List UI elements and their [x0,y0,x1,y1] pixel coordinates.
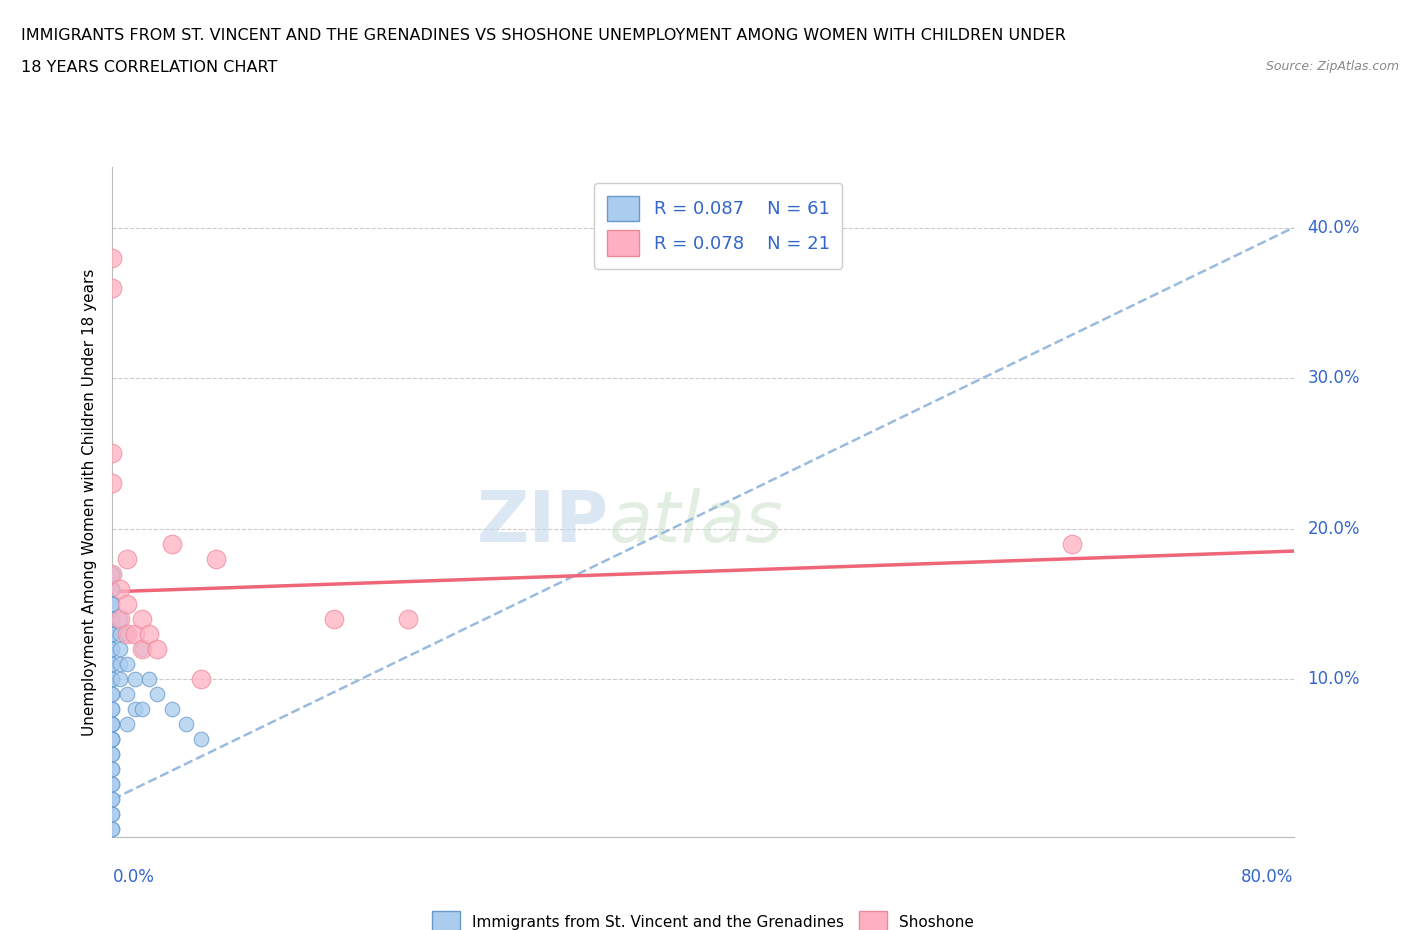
Point [101,611,124,626]
Text: 18 YEARS CORRELATION CHART: 18 YEARS CORRELATION CHART [21,60,277,75]
Text: 0.0%: 0.0% [112,868,155,885]
Text: IMMIGRANTS FROM ST. VINCENT AND THE GRENADINES VS SHOSHONE UNEMPLOYMENT AMONG WO: IMMIGRANTS FROM ST. VINCENT AND THE GREN… [21,28,1066,43]
Point [101,581,124,596]
Point [396,611,419,626]
Point [117,551,138,566]
Point [101,717,124,732]
Point [108,581,131,596]
Point [174,717,197,732]
Text: 20.0%: 20.0% [1308,520,1360,538]
Point [131,611,153,626]
Point [101,717,124,732]
Point [160,701,183,716]
Point [101,717,124,732]
Legend: Immigrants from St. Vincent and the Grenadines, Shoshone: Immigrants from St. Vincent and the Gren… [426,905,980,930]
Point [101,445,124,460]
Text: Source: ZipAtlas.com: Source: ZipAtlas.com [1265,60,1399,73]
Point [101,777,124,791]
Point [101,686,124,701]
Point [101,566,124,581]
Point [101,642,124,657]
Point [101,686,124,701]
Point [101,642,124,657]
Point [138,627,160,642]
Text: 80.0%: 80.0% [1241,868,1294,885]
Point [124,701,146,716]
Text: 30.0%: 30.0% [1308,369,1360,387]
Text: atlas: atlas [609,488,783,557]
Point [160,536,183,551]
Point [101,566,124,581]
Point [101,792,124,807]
Point [101,822,124,837]
Point [108,657,131,671]
Point [101,701,124,716]
Point [146,686,169,701]
Point [101,732,124,747]
Point [117,657,138,671]
Point [190,671,212,686]
Point [101,822,124,837]
Point [146,642,169,657]
Point [323,611,346,626]
Point [101,581,124,596]
Point [138,671,160,686]
Point [131,701,153,716]
Point [1062,536,1084,551]
Point [101,627,124,642]
Point [190,732,212,747]
Point [101,596,124,611]
Point [101,476,124,491]
Y-axis label: Unemployment Among Women with Children Under 18 years: Unemployment Among Women with Children U… [82,269,97,736]
Point [101,581,124,596]
Point [101,762,124,777]
Point [117,596,138,611]
Point [101,701,124,716]
Point [101,566,124,581]
Point [101,581,124,596]
Point [101,280,124,295]
Point [124,627,146,642]
Point [101,732,124,747]
Point [101,611,124,626]
Point [108,611,131,626]
Point [124,671,146,686]
Point [108,671,131,686]
Point [101,250,124,265]
Point [101,566,124,581]
Point [101,747,124,762]
Point [117,627,138,642]
Point [101,657,124,671]
Point [101,671,124,686]
Point [101,596,124,611]
Point [117,686,138,701]
Point [101,657,124,671]
Point [117,627,138,642]
Point [117,717,138,732]
Point [101,732,124,747]
Text: 10.0%: 10.0% [1308,670,1360,688]
Point [101,627,124,642]
Point [108,627,131,642]
Point [101,792,124,807]
Text: 40.0%: 40.0% [1308,219,1360,236]
Point [131,642,153,657]
Point [101,566,124,581]
Point [101,807,124,822]
Point [101,762,124,777]
Text: ZIP: ZIP [477,488,609,557]
Point [101,747,124,762]
Point [101,596,124,611]
Point [101,671,124,686]
Point [101,807,124,822]
Point [108,642,131,657]
Point [108,611,131,626]
Point [101,777,124,791]
Point [205,551,228,566]
Point [131,642,153,657]
